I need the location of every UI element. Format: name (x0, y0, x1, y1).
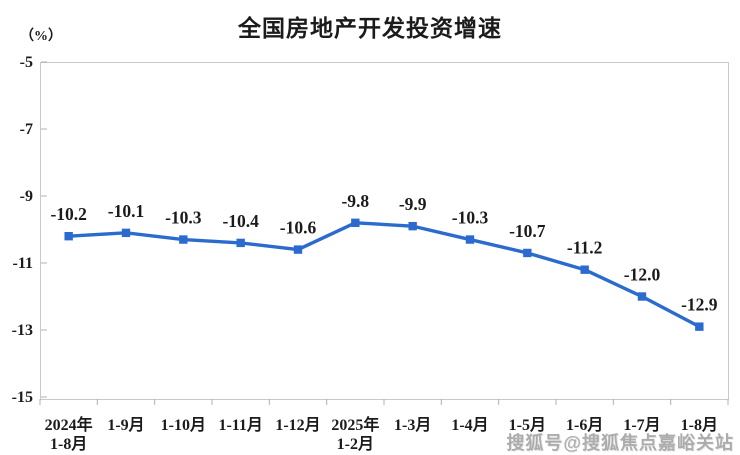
data-point-label: -10.7 (509, 221, 546, 241)
x-category-label: 1-11月 (218, 416, 262, 434)
y-tick-label: -5 (20, 54, 33, 71)
series-line (66, 221, 702, 329)
x-category-label: 1-6月 (566, 416, 603, 434)
x-axis: 2024年 1-8月 1-9月 1-10月 1-11月 1-12月 2025年 1-2月 1-3… (39, 399, 729, 453)
y-tick-label: -7 (20, 121, 33, 138)
data-point-label: -9.9 (399, 194, 427, 214)
x-category-label: 2025年 1-2月 (331, 415, 379, 453)
data-point-label: -10.6 (280, 218, 317, 238)
data-point-marker (408, 221, 417, 231)
plot-border (40, 62, 729, 400)
x-category-label: 1-9月 (107, 416, 144, 434)
data-point-marker (351, 218, 360, 227)
data-point-label: -12.9 (681, 295, 718, 315)
data-point-marker (465, 235, 475, 244)
series-points: -10.2 -10.1 -10.3 -10.4 -10.6 -9.8 -9.9 -10.3 -1… (50, 191, 718, 331)
y-axis-unit-label: （%） (20, 29, 62, 44)
data-point-marker (121, 228, 131, 238)
x-category-label: 1-5月 (509, 416, 546, 434)
x-category-label: 1-8月 (681, 416, 718, 434)
data-point-label: -10.2 (50, 204, 86, 224)
data-point-marker (695, 322, 704, 331)
data-point-marker (293, 245, 303, 254)
data-point-label: -10.1 (108, 201, 144, 221)
x-category-label: 1-4月 (451, 416, 488, 434)
data-point-marker (580, 265, 589, 274)
data-point-label: -9.8 (341, 191, 369, 211)
watermark: 搜狐号@搜狐焦点嘉峪关站 (506, 433, 734, 453)
y-tick-label: -11 (13, 255, 33, 272)
y-axis: -5 -7 -9 -11 -13 -15 (12, 54, 47, 406)
x-category-label: 1-7月 (623, 416, 660, 434)
data-point-marker (64, 232, 73, 241)
data-point-label: -12.0 (624, 265, 661, 285)
data-point-label: -11.2 (567, 238, 603, 258)
data-point-label: -10.4 (222, 211, 259, 231)
y-tick-label: -9 (20, 188, 33, 205)
x-category-label: 1-10月 (161, 416, 206, 434)
data-point-marker (179, 235, 188, 244)
x-category-label: 1-3月 (394, 416, 431, 434)
data-point-marker (523, 248, 532, 258)
chart-title: 全国房地产开发投资增速 (238, 15, 502, 41)
x-category-label: 1-12月 (275, 416, 320, 434)
data-point-marker (637, 292, 647, 301)
data-point-label: -10.3 (165, 208, 202, 228)
y-tick-label: -15 (12, 389, 33, 406)
x-category-label: 2024年 1-8月 (45, 415, 93, 453)
data-point-label: -10.3 (452, 208, 489, 228)
data-point-marker (236, 238, 245, 248)
y-tick-label: -13 (12, 322, 33, 339)
